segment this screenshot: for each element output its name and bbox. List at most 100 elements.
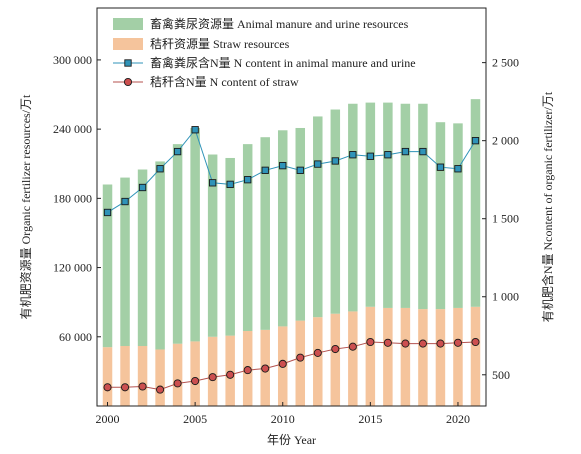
bar-manure-2003	[155, 161, 165, 350]
point-series-1-2018	[418, 339, 427, 348]
line-series-1	[107, 341, 476, 391]
x-tick-label: 2020	[446, 412, 470, 426]
lines-layer	[103, 126, 480, 394]
point-series-1-2015	[366, 337, 375, 347]
point-series-0-2011	[296, 166, 304, 174]
legend-marker-1	[123, 77, 133, 87]
bar-manure-2016	[383, 102, 393, 308]
line-series-0	[107, 128, 476, 213]
point-series-0-2000	[103, 208, 112, 217]
bar-manure-2007	[225, 157, 235, 336]
bar-straw-2013	[330, 313, 341, 406]
x-tick-label: 2000	[96, 412, 120, 426]
bar-manure-2005	[190, 127, 200, 342]
point-series-0-2009	[261, 166, 269, 174]
bar-straw-2014	[348, 311, 358, 406]
point-series-0-2005	[191, 126, 199, 134]
bars-layer	[102, 99, 481, 406]
bar-manure-2018	[418, 103, 428, 310]
point-series-1-2021	[471, 337, 480, 347]
point-series-1-2006	[208, 373, 217, 382]
bar-straw-2021	[470, 306, 481, 406]
bar-straw-2002	[137, 346, 148, 406]
point-series-1-2000	[103, 383, 112, 392]
bar-manure-2011	[295, 127, 306, 321]
point-series-1-2009	[261, 364, 270, 373]
y-left-tick-label: 300 000	[53, 53, 92, 67]
point-series-1-2004	[173, 379, 182, 388]
y-right-tick-label: 1 500	[492, 212, 519, 226]
point-series-0-2002	[138, 183, 147, 192]
point-series-1-2013	[331, 344, 340, 354]
bar-straw-2004	[172, 343, 183, 406]
bar-straw-2018	[418, 309, 428, 406]
bar-straw-2016	[383, 307, 393, 406]
point-series-0-2020	[454, 165, 462, 173]
point-series-0-2004	[173, 147, 182, 156]
point-series-1-2016	[383, 338, 392, 347]
bar-straw-2006	[207, 336, 218, 406]
legend-label-bar-0: 畜禽粪尿资源量 Animal manure and urine resource…	[150, 16, 409, 31]
legend-label-line-1: 秸秆含N量 N content of straw	[150, 74, 299, 89]
point-series-1-2020	[453, 338, 463, 347]
x-tick-label: 2010	[271, 412, 295, 426]
point-series-0-2012	[314, 160, 322, 168]
bar-manure-2004	[172, 144, 183, 344]
bar-manure-2002	[137, 169, 148, 347]
point-series-0-2018	[419, 147, 427, 156]
legend-label-line-0: 畜禽粪尿含N量 N content in animal manure and u…	[150, 55, 416, 70]
bar-straw-2015	[365, 306, 376, 406]
bar-manure-2008	[242, 144, 253, 332]
y-left-tick-label: 60 000	[59, 330, 92, 344]
point-series-1-2001	[120, 383, 130, 392]
point-series-0-2017	[401, 147, 410, 156]
point-series-1-2011	[296, 353, 305, 362]
plot-frame	[96, 7, 487, 407]
point-series-0-2016	[384, 151, 392, 159]
x-axis-title: 年份 Year	[267, 433, 316, 447]
bar-straw-2012	[313, 317, 323, 406]
point-series-1-2010	[278, 359, 287, 368]
bar-straw-2001	[120, 346, 130, 406]
bar-manure-2010	[277, 130, 288, 327]
point-series-1-2002	[138, 382, 147, 391]
point-series-0-2014	[349, 151, 357, 159]
point-series-1-2019	[436, 339, 445, 348]
bar-manure-2020	[453, 123, 463, 308]
bar-straw-2011	[295, 320, 306, 406]
point-series-0-2021	[471, 137, 480, 145]
bar-straw-2003	[155, 349, 165, 406]
point-series-0-2006	[208, 179, 217, 187]
bar-manure-2009	[260, 137, 270, 330]
bar-straw-2017	[400, 307, 411, 406]
y-right-tick-label: 500	[492, 368, 510, 382]
point-series-0-2007	[226, 180, 234, 189]
bar-manure-2000	[102, 184, 113, 348]
point-series-0-2019	[436, 163, 445, 171]
y-left-tick-label: 240 000	[53, 122, 92, 136]
bar-manure-2006	[207, 154, 218, 337]
y-left-tick-label: 120 000	[53, 261, 92, 275]
point-series-0-2008	[244, 176, 252, 184]
y-right-tick-label: 2 500	[492, 56, 519, 70]
point-series-1-2003	[156, 385, 165, 394]
ticks-layer: 2000 2005 2010 2015 2020 60 000 120 000 180 000…	[53, 53, 519, 426]
legend-marker-0	[124, 59, 132, 67]
bar-straw-2005	[190, 341, 200, 406]
y-axis-left-title: 有机肥资源量 Organic fertilizer resources/万t	[19, 94, 33, 319]
y-right-tick-label: 1 000	[492, 290, 519, 304]
bar-manure-2019	[435, 122, 446, 310]
legend-swatch-bar-0	[113, 18, 143, 30]
bar-straw-2019	[435, 309, 446, 406]
bar-manure-2015	[365, 102, 376, 307]
bar-straw-2000	[102, 347, 113, 406]
legend-swatch-bar-1	[113, 38, 143, 50]
bar-manure-2012	[313, 116, 323, 318]
x-tick-label: 2015	[358, 412, 382, 426]
point-series-1-2014	[348, 342, 357, 351]
y-axis-right-title: 有机肥含N量 Ncontent of organic fertilizer/万t	[540, 91, 555, 322]
bar-manure-2014	[348, 103, 358, 312]
bar-manure-2017	[400, 103, 411, 308]
